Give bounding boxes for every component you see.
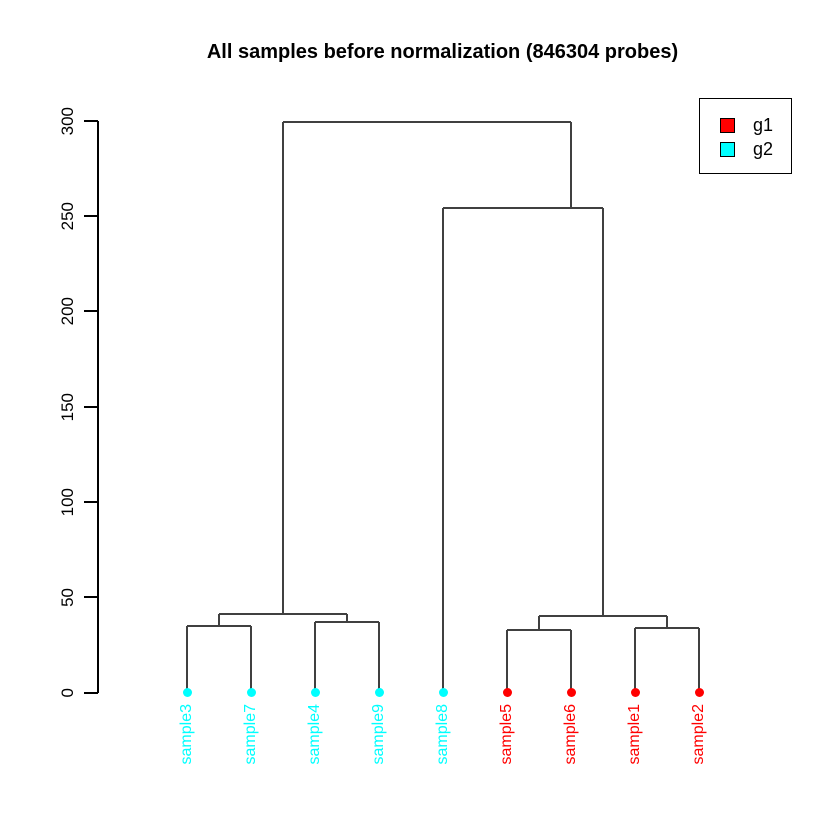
dendrogram-link-bar	[187, 624, 251, 627]
y-axis-tick-label: 250	[58, 201, 77, 231]
leaf-label: sample7	[242, 704, 259, 765]
y-axis-tick	[84, 405, 98, 408]
legend-label-g2: g2	[753, 139, 774, 159]
legend-item-g1: g1	[720, 115, 773, 136]
y-axis-tick	[84, 310, 98, 313]
y-axis-tick-label: 50	[58, 587, 77, 607]
dendrogram-link-drop	[442, 208, 444, 693]
dendrogram-link-bar	[219, 613, 347, 616]
y-axis-tick	[84, 500, 98, 503]
legend-item-g2: g2	[720, 139, 773, 160]
y-axis-tick-label: 100	[58, 487, 77, 517]
leaf-label: sample4	[306, 704, 323, 765]
dendrogram-link-drop	[602, 208, 604, 617]
legend-label-g1: g1	[753, 115, 774, 135]
leaf-dot	[630, 688, 640, 697]
leaf-label: sample9	[370, 704, 387, 765]
dendrogram-link-drop	[250, 625, 252, 693]
leaf-label: sample1	[626, 704, 643, 765]
dendrogram-link-drop	[282, 122, 284, 615]
leaf-label: sample3	[178, 704, 195, 765]
leaf-dot	[438, 688, 448, 697]
dendrogram-link-drop	[634, 627, 636, 693]
y-axis-tick	[84, 119, 98, 122]
y-axis-tick-label: 0	[58, 688, 77, 698]
dendrogram-link-drop	[314, 621, 316, 693]
dendrogram-link-drop	[698, 627, 700, 693]
leaf-dot	[310, 688, 320, 697]
y-axis-tick-label: 150	[58, 392, 77, 421]
leaf-dot	[246, 688, 256, 697]
dendrogram-link-drop	[538, 616, 540, 630]
leaf-label: sample2	[690, 704, 707, 765]
dendrogram-link-bar	[539, 615, 667, 618]
y-axis-tick	[84, 691, 98, 694]
chart-title: All samples before normalization (846304…	[206, 41, 679, 63]
leaf-dot	[566, 688, 576, 697]
y-axis-tick	[84, 596, 98, 599]
y-axis-tick-label: 300	[58, 106, 77, 135]
dendrogram-link-bar	[315, 620, 379, 623]
legend: g1 g2	[699, 98, 792, 174]
dendrogram-link-drop	[666, 616, 668, 628]
dendrogram-link-bar	[443, 207, 603, 210]
dendrogram-link-drop	[218, 614, 220, 626]
dendrogram-link-drop	[186, 625, 188, 693]
dendrogram-link-bar	[507, 628, 571, 631]
leaf-label: sample6	[562, 704, 579, 765]
legend-swatch-g1	[720, 118, 735, 133]
dendrogram-link-drop	[378, 621, 380, 693]
dendrogram-link-drop	[506, 629, 508, 693]
y-axis-tick-label: 200	[58, 297, 77, 326]
y-axis-tick	[84, 214, 98, 217]
y-axis-line	[97, 120, 99, 693]
dendrogram-link-drop	[346, 614, 348, 622]
leaf-label: sample5	[498, 704, 515, 765]
legend-swatch-g2	[720, 142, 735, 157]
leaf-label: sample8	[434, 704, 451, 765]
dendrogram-link-bar	[283, 121, 571, 124]
leaf-dot	[694, 688, 704, 697]
dendrogram-link-bar	[635, 626, 699, 629]
leaf-dot	[502, 688, 512, 697]
dendrogram-link-drop	[570, 122, 572, 209]
leaf-dot	[182, 688, 192, 697]
leaf-dot	[374, 688, 384, 697]
dendrogram-link-drop	[570, 629, 572, 693]
